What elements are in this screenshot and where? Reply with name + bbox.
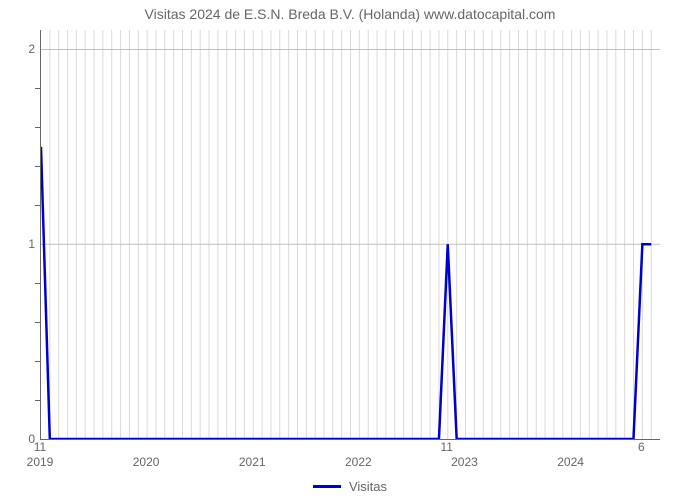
legend: Visitas — [0, 475, 700, 494]
x-tick-label: 2020 — [133, 455, 160, 469]
y-minor-tick — [35, 322, 40, 323]
x-tick-label: 2019 — [27, 455, 54, 469]
x-tick-label: 2023 — [451, 455, 478, 469]
y-tick-label: 1 — [28, 237, 35, 251]
y-minor-tick — [35, 166, 40, 167]
x-tick-label: 2021 — [239, 455, 266, 469]
plot-area — [40, 30, 660, 440]
legend-item: Visitas — [313, 479, 387, 494]
chart-container: Visitas 2024 de E.S.N. Breda B.V. (Holan… — [0, 0, 700, 500]
y-tick-label: 2 — [28, 42, 35, 56]
data-point-label: 6 — [638, 440, 645, 454]
y-minor-tick — [35, 361, 40, 362]
data-point-label: 11 — [34, 440, 46, 454]
y-minor-tick — [35, 127, 40, 128]
data-point-label: 11 — [441, 440, 453, 454]
legend-swatch-icon — [313, 485, 341, 488]
legend-label: Visitas — [349, 479, 387, 494]
chart-title: Visitas 2024 de E.S.N. Breda B.V. (Holan… — [0, 6, 700, 22]
x-tick-label: 2022 — [345, 455, 372, 469]
y-minor-tick — [35, 88, 40, 89]
y-minor-tick — [35, 205, 40, 206]
x-tick-label: 2024 — [557, 455, 584, 469]
plot-svg — [41, 30, 660, 439]
y-minor-tick — [35, 400, 40, 401]
y-minor-tick — [35, 283, 40, 284]
